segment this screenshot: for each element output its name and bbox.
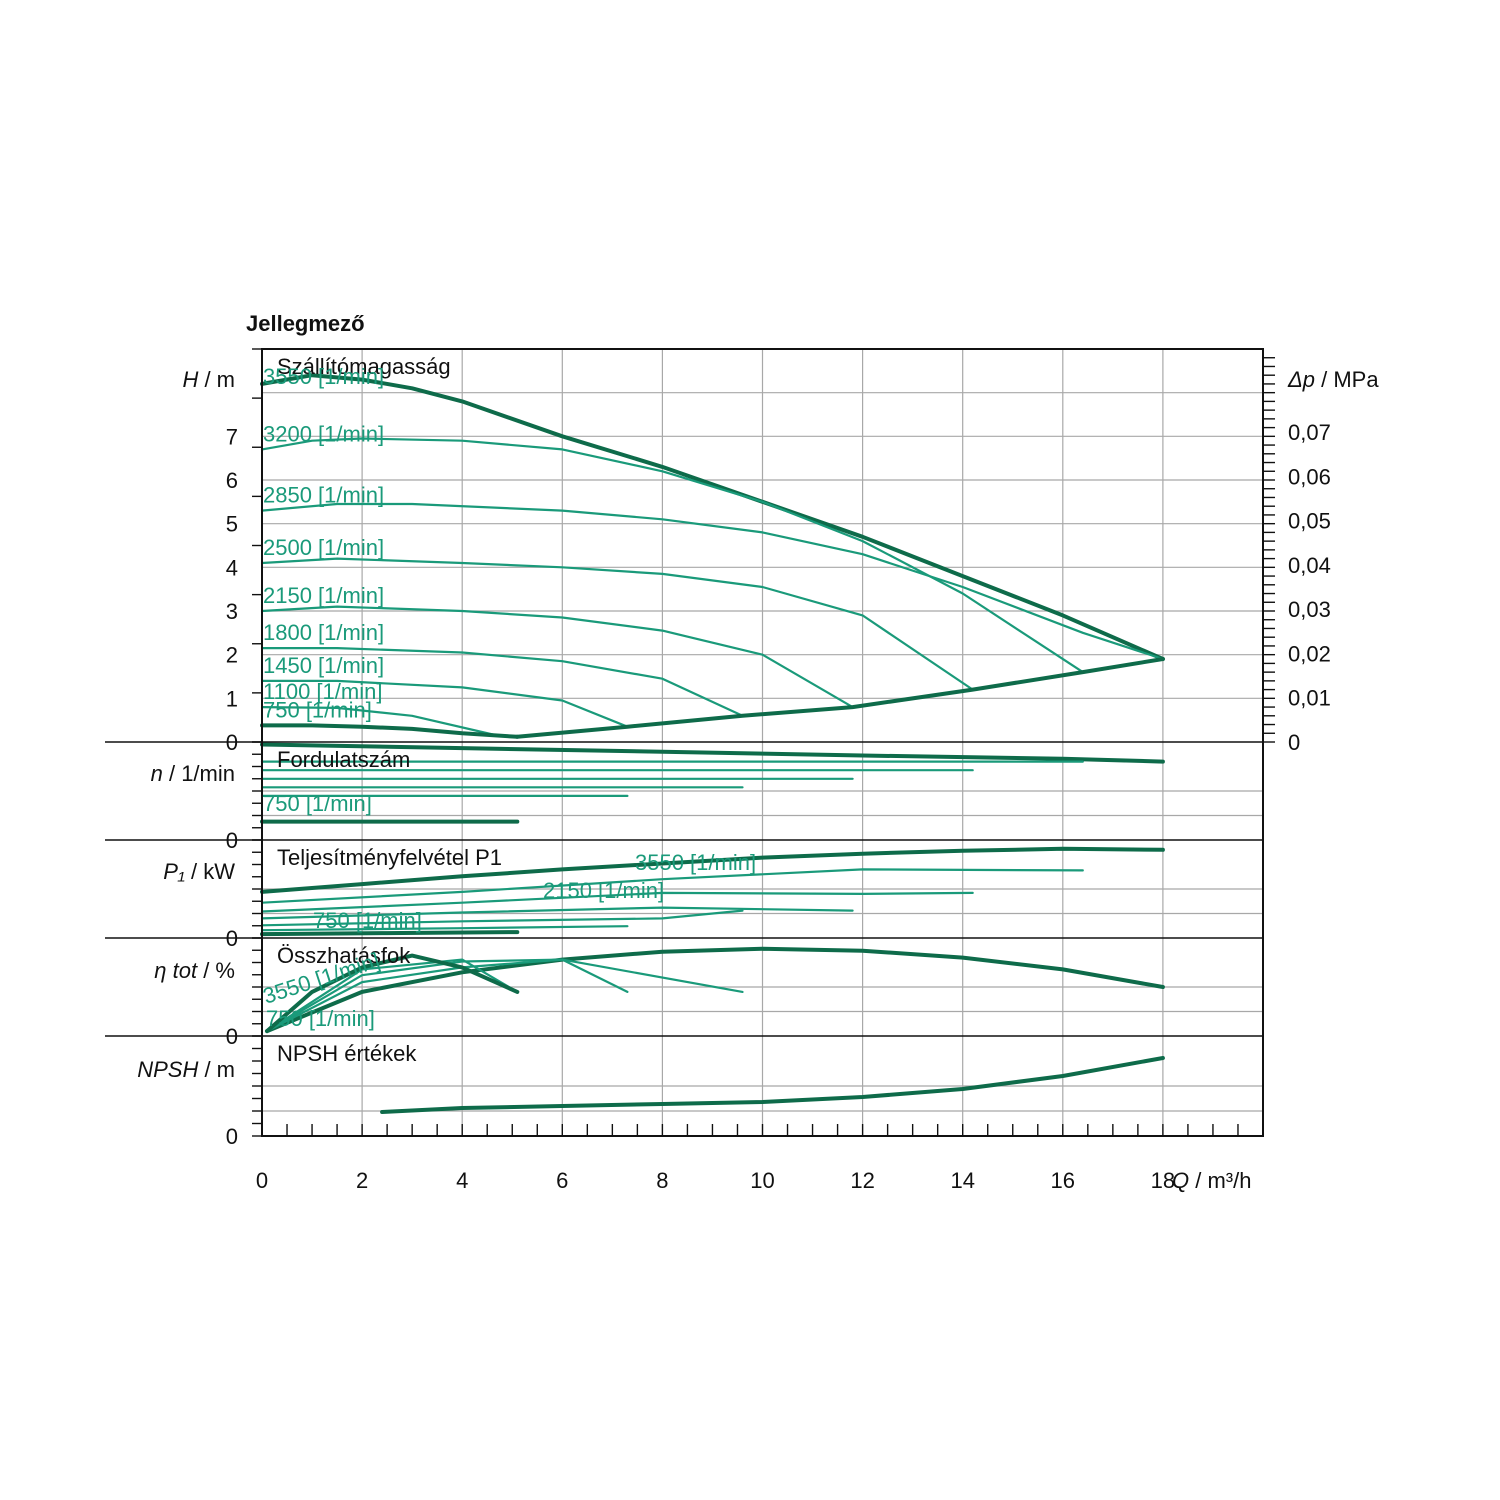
y-axis-label-efficiency: η tot / %: [154, 958, 235, 983]
x-tick-label: 18: [1151, 1168, 1175, 1193]
series-line-head-1450-1-min-: [260, 679, 629, 728]
curve-label: 750 [1/min]: [313, 908, 422, 933]
chart-title: Jellegmező: [246, 311, 365, 336]
series-line-power-1800-1-min-: [260, 925, 629, 932]
secondary-tick-label: 0,05: [1288, 509, 1331, 534]
y-tick-label-head: 6: [226, 468, 238, 493]
series-line-head-2850-1-min-: [260, 502, 1165, 661]
secondary-tick-label: 0,07: [1288, 420, 1331, 445]
series-line-power-2500-1-min-: [260, 906, 854, 920]
y-axis-label-power: P₁ / kW: [163, 859, 235, 884]
series-line-power-750-1-min-: [260, 930, 520, 937]
y-axis-label-npsh: NPSH / m: [137, 1057, 235, 1082]
y-tick-label-head: 1: [226, 686, 238, 711]
labels: 0 2 4 6 8 10 12 14 16 18Q / m³/hSzállítómagasságH…: [137, 354, 1379, 1193]
y-tick-label-power: 0: [226, 926, 238, 951]
curve-label: 3200 [1/min]: [263, 421, 384, 446]
series-line-power-3550-1-min-: [260, 846, 1165, 894]
x-tick-label: 8: [656, 1168, 668, 1193]
series-line-efficiency-750-1-min-: [265, 953, 520, 1034]
y-tick-label-head: 5: [226, 512, 238, 537]
panel-title-speed: Fordulatszám: [277, 747, 410, 772]
x-tick-label: 0: [256, 1168, 268, 1193]
secondary-tick-label: 0,06: [1288, 464, 1331, 489]
x-tick-label: 2: [356, 1168, 368, 1193]
y-tick-label-head: 0: [226, 730, 238, 755]
curve-label: 750 [1/min]: [263, 697, 372, 722]
secondary-tick-label: 0,02: [1288, 641, 1331, 666]
series-line-power-2850-1-min-: [260, 891, 974, 913]
series-line-speed-3550-1-min-: [260, 742, 1165, 764]
panel-title-head: Szállítómagasság: [277, 354, 451, 379]
x-axis-label: Q / m³/h: [1172, 1168, 1251, 1193]
secondary-tick-label: 0,03: [1288, 597, 1331, 622]
curve-label: 2850 [1/min]: [263, 483, 384, 508]
y-tick-label-head: 2: [226, 643, 238, 668]
curve-label: 750 [1/min]: [266, 1006, 375, 1031]
series-line-head-system-curve: [515, 657, 1165, 739]
curve-label: 2150 [1/min]: [543, 878, 664, 903]
secondary-tick-label: 0: [1288, 730, 1300, 755]
y-axis-label-head: H / m: [182, 367, 235, 392]
y-tick-label-efficiency: 0: [226, 1024, 238, 1049]
series-line-head-750-1-min-: [260, 723, 520, 739]
curve-label: 2150 [1/min]: [263, 583, 384, 608]
curve-label: 3550 [1/min]: [635, 850, 756, 875]
curve-label: 2500 [1/min]: [263, 535, 384, 560]
secondary-tick-label: 0,04: [1288, 553, 1331, 578]
plot-frame: [105, 348, 1275, 1137]
y-tick-label-head: 7: [226, 424, 238, 449]
x-tick-label: 4: [456, 1168, 468, 1193]
x-tick-label: 6: [556, 1168, 568, 1193]
series-line-head-2150-1-min-: [260, 605, 854, 709]
series-line-head-2500-1-min-: [260, 557, 974, 691]
panel-title-npsh: NPSH értékek: [277, 1041, 417, 1066]
secondary-axis-label: Δp / MPa: [1287, 367, 1379, 392]
series-line-npsh-npsh: [380, 1056, 1165, 1114]
x-tick-label: 10: [750, 1168, 774, 1193]
grid: [262, 349, 1263, 1136]
series-line-head-3200-1-min-: [260, 437, 1084, 674]
curve-label: 1100 [1/min]: [263, 679, 382, 704]
x-tick-label: 12: [850, 1168, 874, 1193]
series-line-efficiency-2850-1-min-: [265, 958, 629, 1033]
curves: [260, 373, 1165, 1114]
series-line-efficiency-3550-1-min-: [265, 946, 1165, 1034]
x-tick-label: 16: [1051, 1168, 1075, 1193]
series-line-power-2150-1-min-: [260, 909, 744, 927]
curve-label: 1800 [1/min]: [263, 620, 384, 645]
y-tick-label-speed: 0: [226, 828, 238, 853]
curve-label: 750 [1/min]: [263, 791, 372, 816]
series-line-power-3200-1-min-: [260, 868, 1084, 904]
panel-title-efficiency: Összhatásfok: [277, 943, 411, 968]
series-line-head-3550-1-min-: [260, 373, 1165, 661]
panel-title-power: Teljesítményfelvétel P1: [277, 845, 502, 870]
series-line-efficiency-2500-1-min-: [265, 958, 519, 1033]
secondary-tick-label: 0,01: [1288, 686, 1331, 711]
y-axis-label-speed: n / 1/min: [151, 761, 235, 786]
x-tick-label: 14: [950, 1168, 974, 1193]
series-line-head-1800-1-min-: [260, 646, 744, 717]
y-tick-label-head: 3: [226, 599, 238, 624]
y-tick-label-npsh: 0: [226, 1124, 238, 1149]
curve-label: 1450 [1/min]: [263, 653, 384, 678]
y-tick-label-head: 4: [226, 555, 238, 580]
series-line-head-1100-1-min-: [260, 705, 499, 737]
curve-label: 3550 [1/min]: [263, 364, 384, 389]
